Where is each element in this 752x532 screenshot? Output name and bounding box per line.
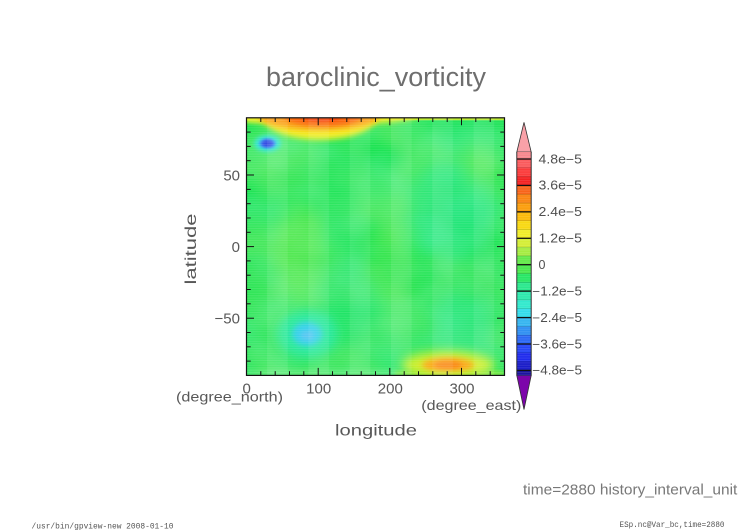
svg-text:−50: −50: [215, 310, 240, 327]
svg-text:baroclinic_vorticity: baroclinic_vorticity: [266, 62, 486, 92]
svg-text:50: 50: [223, 168, 240, 185]
svg-text:−2.4e−5: −2.4e−5: [532, 311, 582, 325]
svg-text:100: 100: [306, 381, 331, 398]
svg-text:ESp.nc@Var_bc,time=2880: ESp.nc@Var_bc,time=2880: [620, 521, 725, 530]
svg-text:−3.6e−5: −3.6e−5: [532, 337, 582, 351]
svg-text:(degree_north): (degree_north): [176, 389, 283, 405]
svg-text:/usr/bin/gpview-new 2008-01-1: /usr/bin/gpview-new 2008-01-10: [32, 523, 174, 532]
svg-text:2.4e−5: 2.4e−5: [539, 205, 583, 219]
svg-text:longitude: longitude: [335, 423, 417, 440]
svg-text:200: 200: [378, 381, 403, 398]
svg-text:(degree_east): (degree_east): [421, 397, 521, 413]
svg-text:3.6e−5: 3.6e−5: [539, 179, 583, 193]
svg-text:4.8e−5: 4.8e−5: [539, 152, 583, 166]
svg-text:−4.8e−5: −4.8e−5: [532, 364, 582, 378]
svg-text:0: 0: [539, 258, 546, 272]
svg-text:300: 300: [449, 381, 474, 398]
svg-text:1.2e−5: 1.2e−5: [539, 232, 583, 246]
svg-text:0: 0: [243, 381, 251, 398]
svg-text:latitude: latitude: [183, 213, 200, 284]
svg-text:−1.2e−5: −1.2e−5: [532, 284, 582, 298]
svg-text:0: 0: [232, 239, 240, 256]
svg-text:time=2880 history_interval_uni: time=2880 history_interval_unit: [523, 482, 738, 499]
